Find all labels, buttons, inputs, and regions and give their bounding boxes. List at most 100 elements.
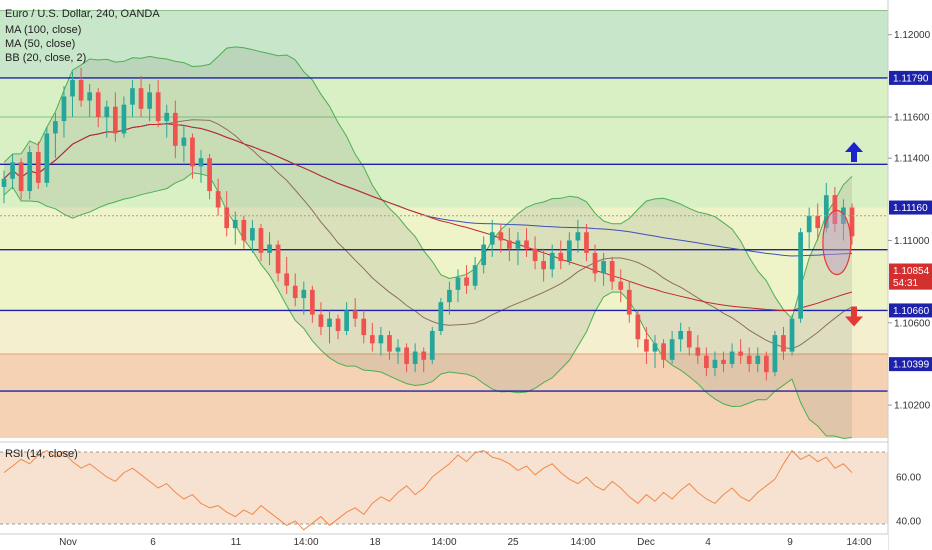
candle-body <box>806 215 812 233</box>
candle <box>592 244 598 282</box>
price-badge-label: 1.11790 <box>893 73 929 84</box>
candle <box>250 219 255 253</box>
rsi-line <box>3 449 853 531</box>
candle <box>438 298 444 336</box>
candle-body <box>644 339 649 352</box>
candle-body <box>815 215 821 229</box>
time-axis: Nov 6 11 14:00 18 14:00 25 14:00 Dec 4 9 14:00 <box>0 533 888 550</box>
candle-body <box>558 252 564 262</box>
price-zone-4 <box>0 354 888 438</box>
candle <box>558 240 564 270</box>
candle-body <box>284 273 290 286</box>
candle <box>575 219 581 253</box>
candle <box>738 339 744 364</box>
candle-body <box>172 112 178 146</box>
candle-body <box>344 310 349 331</box>
candle-body <box>164 112 170 122</box>
time-tick-label: 14:00 <box>293 537 318 548</box>
candle <box>121 96 127 138</box>
candle <box>412 343 418 373</box>
candle <box>267 232 272 266</box>
price-tick-label: 1.10600 <box>894 318 931 329</box>
rsi-label[interactable]: RSI (14, close) <box>5 448 78 460</box>
candle-body <box>352 310 358 319</box>
candle-body <box>618 281 624 290</box>
candle <box>644 326 649 364</box>
candle <box>841 199 846 241</box>
indicator-bb-label[interactable]: BB (20, close, 2) <box>5 52 87 64</box>
candle-body <box>181 137 187 146</box>
time-tick-label: 25 <box>507 537 519 548</box>
candle-body <box>335 318 341 331</box>
candle <box>344 302 349 336</box>
candle <box>489 219 495 257</box>
candle <box>70 71 75 117</box>
price-tick-label: 1.11600 <box>894 113 930 124</box>
candle-body <box>712 359 718 369</box>
candle <box>232 211 238 245</box>
candle <box>352 298 358 327</box>
indicator-ma50-label[interactable]: MA (50, close) <box>5 38 76 50</box>
price-badge-label: 1.10399 <box>893 360 930 371</box>
candle <box>609 256 615 290</box>
candle <box>335 314 341 340</box>
candle-body <box>541 261 546 270</box>
candle <box>44 127 50 187</box>
candle-body <box>387 335 392 352</box>
candle <box>310 285 315 323</box>
candle-body <box>147 92 152 109</box>
candle-body <box>661 343 666 360</box>
candle <box>1 170 7 204</box>
candle <box>138 75 144 117</box>
bb-upper-line <box>3 46 853 320</box>
price-badge-4: 1.10660 <box>889 303 932 318</box>
candle-body <box>250 228 255 241</box>
candle <box>498 224 504 253</box>
candle <box>429 326 435 364</box>
candle <box>181 125 187 163</box>
candle <box>532 236 538 270</box>
candle <box>772 331 778 377</box>
candle <box>798 228 803 323</box>
price-zone-3 <box>0 310 888 355</box>
candle-body <box>729 351 735 364</box>
candle <box>395 339 401 364</box>
time-tick-label: 18 <box>369 537 381 548</box>
price-badge-bg <box>889 275 932 290</box>
candle <box>464 265 469 294</box>
candle-body <box>652 343 658 352</box>
candle-body <box>549 252 555 270</box>
candle-body <box>44 133 50 183</box>
highlight-ellipse <box>822 209 852 276</box>
candle-body <box>772 335 778 373</box>
symbol-title: Euro / U.S. Dollar, 240, OANDA <box>5 8 160 20</box>
candle-body <box>104 106 110 117</box>
candle <box>849 203 855 245</box>
candle-body <box>241 219 247 241</box>
price-badge-label: 1.10854 <box>893 266 930 277</box>
candle-body <box>404 347 409 364</box>
candle <box>275 240 281 282</box>
candle <box>207 154 212 200</box>
candle-body <box>498 232 504 241</box>
candle-body <box>53 121 58 134</box>
candle-body <box>190 137 195 167</box>
candle-body <box>849 207 855 237</box>
indicator-ma100-label[interactable]: MA (100, close) <box>5 24 82 36</box>
time-tick-label: 11 <box>231 537 242 548</box>
candle-body <box>310 289 315 315</box>
candle <box>507 228 512 262</box>
candle <box>215 178 221 216</box>
candle <box>661 339 666 369</box>
candle <box>18 158 24 200</box>
candlesticks <box>1 67 855 381</box>
candle <box>292 273 298 307</box>
candle-body <box>695 347 701 356</box>
candle-body <box>207 158 212 192</box>
candle-body <box>155 92 161 122</box>
candle-body <box>832 195 838 224</box>
candle-body <box>429 331 435 360</box>
candle-body <box>686 331 692 348</box>
candle <box>832 186 838 233</box>
